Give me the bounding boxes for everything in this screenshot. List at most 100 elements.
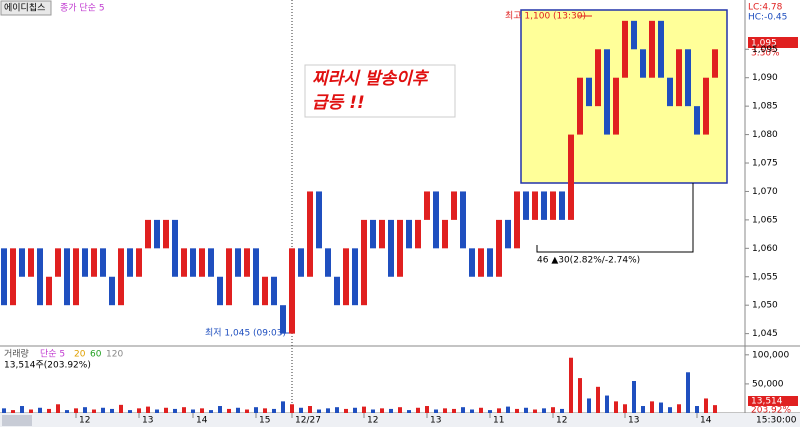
y-tick-label: 1,060: [752, 244, 778, 254]
last-volume: 13,514: [751, 397, 783, 407]
candle: [334, 276, 340, 306]
volume-bar: [308, 406, 312, 413]
volume-bar: [47, 408, 51, 413]
candle: [559, 191, 565, 220]
candle: [28, 248, 34, 277]
candle: [73, 248, 79, 306]
candle: [10, 248, 16, 306]
candle: [307, 191, 313, 277]
volume-ma: 120: [106, 350, 123, 360]
volume-bar: [137, 408, 141, 413]
volume-bar: [461, 407, 465, 413]
candle: [415, 219, 421, 249]
volume-bar: [38, 407, 42, 413]
symbol: 에이디칩스: [4, 3, 45, 14]
y-tick-label: 1,080: [752, 130, 778, 140]
candle: [469, 248, 475, 277]
volume-bar: [254, 407, 258, 413]
volume-bar: [497, 408, 501, 413]
volume-bar: [677, 404, 681, 413]
candle: [172, 219, 178, 277]
volume-bar: [641, 406, 645, 413]
candle: [703, 77, 709, 135]
volume-bar: [551, 407, 555, 413]
candle: [550, 191, 556, 220]
candle: [343, 248, 349, 306]
x-tick-label: 13: [430, 416, 441, 426]
volume-bar: [20, 406, 24, 413]
volume-ma: 단순 5: [40, 349, 65, 360]
candle: [190, 248, 196, 277]
volume-ma: 20: [74, 350, 86, 360]
candle: [514, 191, 520, 249]
symbol-box[interactable]: [0, 0, 52, 16]
candle: [253, 248, 259, 306]
volume-bar: [29, 409, 33, 413]
volume-tag: [748, 396, 798, 406]
volume-bar: [533, 409, 537, 413]
x-tick-label: 12: [556, 416, 567, 426]
candle: [316, 191, 322, 249]
volume-bar: [299, 407, 303, 413]
candle: [406, 219, 412, 249]
candle: [91, 248, 97, 277]
volume-bar: [380, 408, 384, 413]
candle: [55, 248, 61, 277]
volume-bar: [452, 408, 456, 413]
candle: [649, 20, 655, 78]
ma-label: 종가 단순 5: [60, 3, 105, 14]
candle: [127, 248, 133, 277]
candle: [208, 248, 214, 277]
volume-bar: [110, 408, 114, 413]
volume-bar: [407, 410, 411, 413]
candle: [667, 77, 673, 107]
candle: [109, 276, 115, 306]
y-tick-label: 1,090: [752, 73, 778, 83]
x-tick-label: 12: [367, 416, 378, 426]
candle: [325, 248, 331, 277]
y-tick-label: 1,075: [752, 159, 778, 169]
volume-bar: [191, 409, 195, 413]
candle: [388, 219, 394, 277]
volume-bar: [542, 408, 546, 413]
x-tick-label: 14: [700, 416, 712, 426]
range-connector: [536, 183, 694, 253]
y-tick-label: 1,055: [752, 272, 778, 282]
x-tick-label: 14: [196, 416, 208, 426]
candle: [64, 248, 70, 306]
candle: [613, 77, 619, 135]
settings-button[interactable]: [2, 415, 32, 426]
candle: [595, 49, 601, 107]
candle: [235, 248, 241, 277]
volume-bar: [209, 410, 213, 413]
high-note: 최고 1,100 (13:30): [505, 11, 586, 22]
candle: [676, 49, 682, 107]
candle: [262, 276, 268, 306]
y-tick-label: 1,045: [752, 329, 778, 339]
volume-bar: [236, 407, 240, 413]
candle: [145, 219, 151, 249]
candle: [460, 191, 466, 249]
volume-bar: [596, 386, 600, 413]
candle: [577, 77, 583, 135]
y-tick-label: 1,095: [752, 45, 778, 55]
candle: [433, 191, 439, 249]
x-tick-label: 13: [142, 416, 153, 426]
candle: [352, 248, 358, 306]
candle: [694, 106, 700, 135]
candle: [82, 248, 88, 277]
volume-bar: [218, 406, 222, 413]
volume-bar: [587, 398, 591, 413]
volume-bar: [155, 409, 159, 413]
candle: [289, 248, 295, 334]
end-time: 15:30:00: [756, 416, 797, 426]
volume-bar: [668, 407, 672, 413]
volume-bar: [605, 395, 609, 413]
lc: LC:4.78: [748, 3, 783, 13]
candle: [154, 219, 160, 249]
volume-bar: [488, 410, 492, 413]
x-tick-label: 13: [628, 416, 639, 426]
candle: [280, 305, 286, 334]
candle: [640, 49, 646, 78]
volume-bar: [371, 409, 375, 413]
